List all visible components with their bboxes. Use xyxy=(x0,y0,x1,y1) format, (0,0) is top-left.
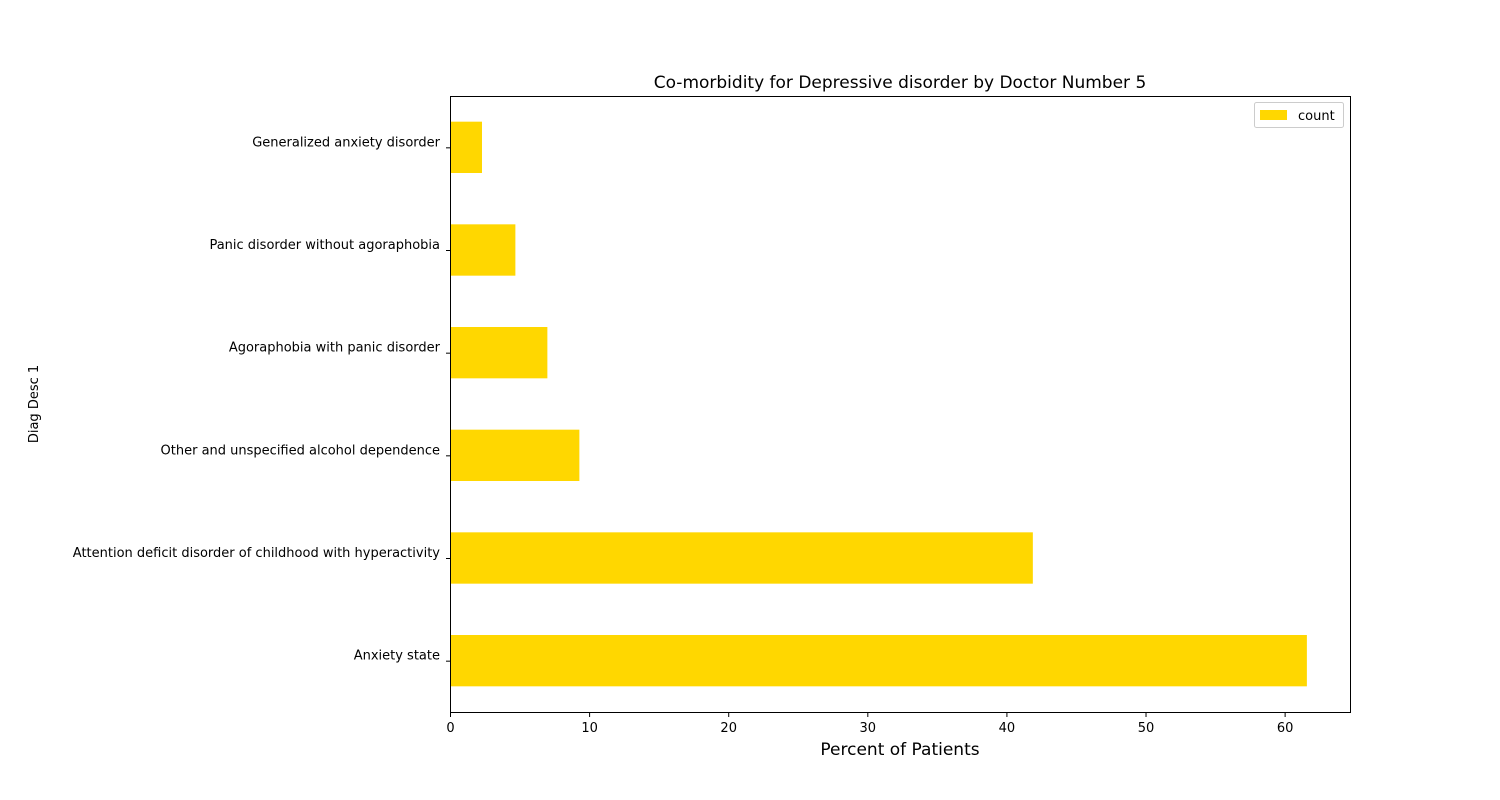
bar xyxy=(450,121,482,173)
y-tick-label: Attention deficit disorder of childhood … xyxy=(73,546,441,561)
plot-frame xyxy=(450,96,1351,713)
x-tick-label: 10 xyxy=(581,721,598,736)
x-axis-title: Percent of Patients xyxy=(820,740,979,760)
x-axis: 0 10 20 30 40 50 60 xyxy=(446,712,1293,736)
bar xyxy=(450,635,1307,687)
x-tick-label: 20 xyxy=(720,721,737,736)
y-tick-label: Other and unspecified alcohol dependence xyxy=(161,443,440,458)
x-tick-label: 30 xyxy=(860,721,877,736)
chart-title: Co-morbidity for Depressive disorder by … xyxy=(654,73,1147,93)
x-tick-label: 40 xyxy=(999,721,1016,736)
bar xyxy=(450,532,1033,584)
x-tick-label: 0 xyxy=(446,721,454,736)
bars-layer xyxy=(450,121,1307,687)
y-axis: Anxiety state Attention deficit disorder … xyxy=(73,135,450,664)
legend-swatch xyxy=(1260,110,1287,120)
x-tick-label: 50 xyxy=(1138,721,1155,736)
y-tick-label: Panic disorder without agoraphobia xyxy=(209,238,440,253)
y-axis-title: Diag Desc 1 xyxy=(27,365,42,443)
y-tick-label: Generalized anxiety disorder xyxy=(252,135,440,150)
legend-box xyxy=(1254,102,1344,128)
bar xyxy=(450,429,580,481)
bar xyxy=(450,327,548,379)
bar xyxy=(450,224,516,276)
y-tick-label: Agoraphobia with panic disorder xyxy=(229,341,441,356)
legend: count xyxy=(1254,102,1344,128)
y-tick-label: Anxiety state xyxy=(354,649,440,664)
legend-label: count xyxy=(1298,109,1335,124)
x-tick-label: 60 xyxy=(1277,721,1294,736)
